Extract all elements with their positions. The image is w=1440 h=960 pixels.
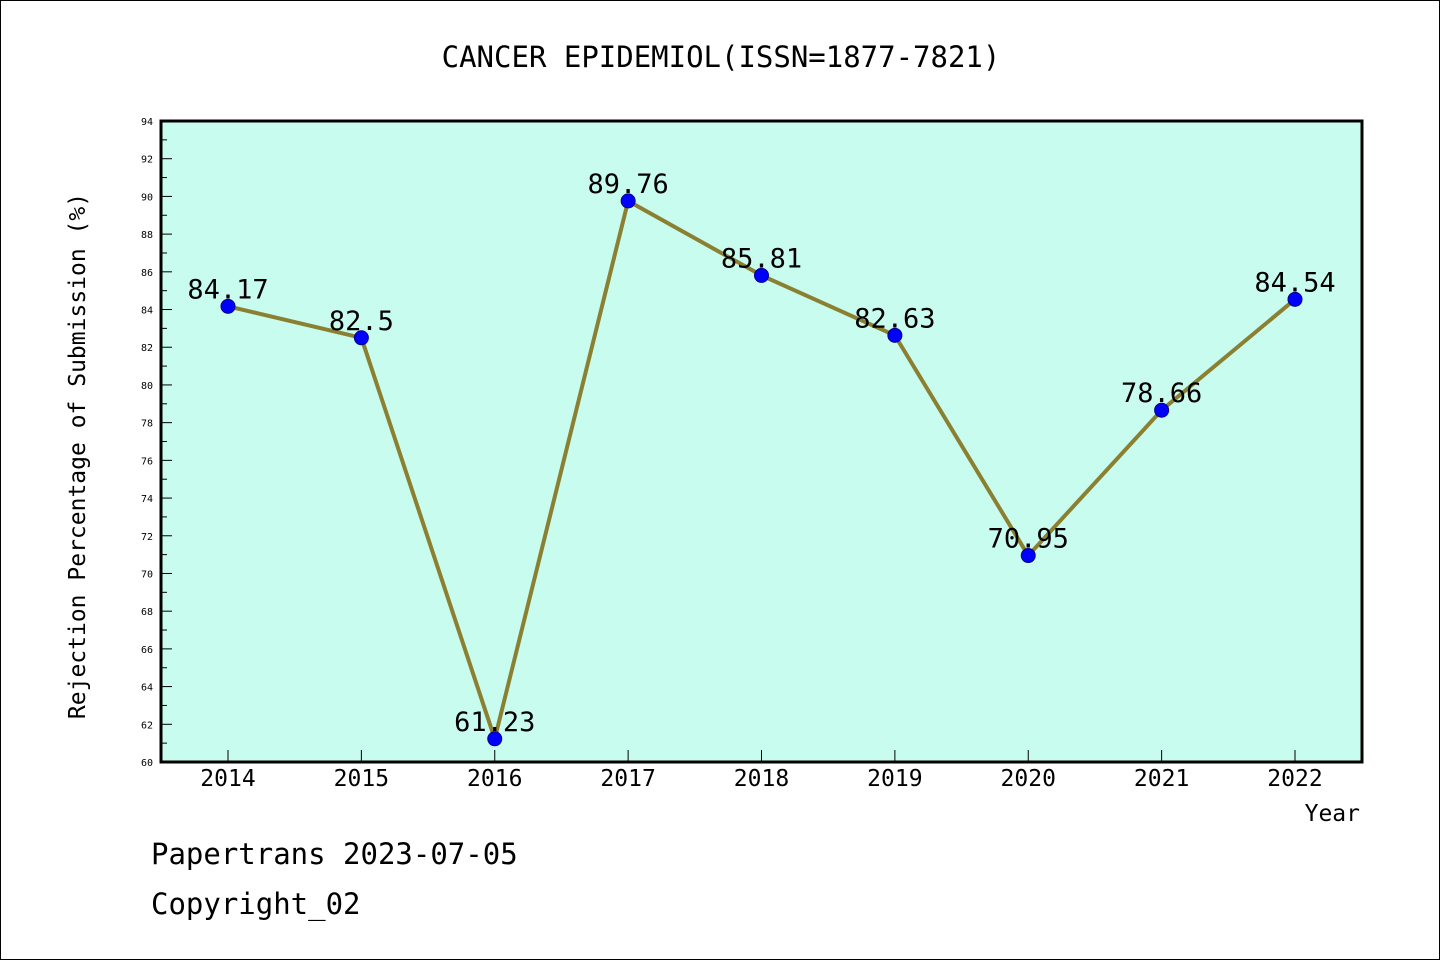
data-point	[1287, 291, 1303, 307]
y-tick-label: 72	[141, 532, 153, 543]
data-label: 82.5	[329, 306, 394, 337]
data-label: 89.76	[587, 169, 668, 200]
y-tick-label: 80	[141, 381, 153, 392]
y-tick-label: 78	[141, 419, 153, 430]
data-label: 85.81	[721, 243, 802, 274]
data-point	[754, 267, 769, 283]
plot-area	[159, 119, 1364, 764]
y-tick-label: 86	[141, 268, 153, 279]
x-axis-label: Year	[1305, 801, 1360, 827]
data-point	[620, 193, 636, 209]
x-tick-label: 2019	[867, 766, 922, 792]
y-tick-label: 62	[141, 720, 153, 731]
y-tick-label: 76	[141, 456, 153, 467]
data-point	[353, 330, 369, 346]
y-tick-label: 64	[141, 683, 153, 694]
y-tick-label: 90	[141, 192, 153, 203]
x-tick-label: 2015	[334, 766, 389, 792]
y-axis: 60 62 64 66 68 70 72 74 76 78 80 82 84 86 88 90 92 94	[141, 117, 172, 769]
y-tick-label: 92	[141, 155, 153, 166]
data-labels: 84.17 82.5 61.23 89.76 85.81 82.63 70.95 78.66 8…	[187, 169, 1335, 738]
data-point	[220, 298, 236, 314]
y-tick-label: 66	[141, 645, 153, 656]
x-tick-label: 2016	[467, 766, 522, 792]
x-tick-label: 2017	[600, 766, 655, 792]
x-tick-label: 2022	[1267, 766, 1322, 792]
y-tick-label: 94	[141, 117, 153, 128]
x-tick-label: 2018	[734, 766, 789, 792]
x-tick-label: 2020	[1001, 766, 1056, 792]
data-label: 84.54	[1254, 267, 1335, 298]
data-point	[887, 327, 903, 343]
data-label: 70.95	[988, 524, 1069, 555]
data-point	[487, 731, 503, 747]
y-tick-label: 68	[141, 607, 153, 618]
y-tick-label: 70	[141, 569, 153, 580]
series-markers	[220, 193, 1303, 747]
data-label: 84.17	[187, 274, 268, 305]
y-axis-label: Rejection Percentage of Submission (%)	[65, 193, 91, 719]
data-label: 61.23	[454, 707, 535, 738]
chart-title: CANCER EPIDEMIOL(ISSN=1877-7821)	[442, 40, 1001, 74]
y-tick-label: 88	[141, 230, 153, 241]
data-point	[1154, 402, 1170, 418]
footer-date: Papertrans 2023-07-05	[151, 837, 518, 871]
y-tick-label: 60	[141, 758, 153, 769]
data-label: 82.63	[854, 303, 935, 334]
x-tick-label: 2021	[1134, 766, 1189, 792]
x-axis: 2014 2015 2016 2017 2018 2019 2020 2021 2022	[200, 750, 1323, 792]
data-point	[1020, 548, 1036, 564]
y-tick-label: 82	[141, 343, 153, 354]
x-tick-label: 2014	[200, 766, 255, 792]
y-tick-label: 84	[141, 306, 153, 317]
data-label: 78.66	[1121, 378, 1202, 409]
y-tick-label: 74	[141, 494, 153, 505]
footer-copyright: Copyright_02	[151, 887, 361, 921]
